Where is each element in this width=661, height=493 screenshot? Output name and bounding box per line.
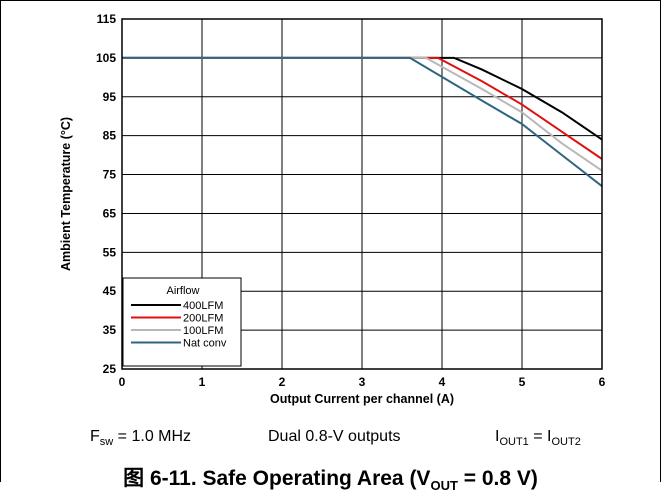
x-tick-label: 2	[279, 375, 286, 389]
y-tick-label: 105	[96, 51, 116, 65]
plot-border	[121, 18, 603, 370]
y-tick-label: 65	[103, 206, 117, 220]
x-tick-label: 3	[359, 375, 366, 389]
y-tick-label: 35	[103, 323, 117, 337]
y-tick-label: 85	[103, 129, 117, 143]
y-tick-label: 75	[103, 168, 117, 182]
y-tick-label: 55	[103, 245, 117, 259]
x-tick-label: 5	[519, 375, 526, 389]
legend-entry: Nat conv	[183, 338, 227, 350]
series-lines	[122, 56, 603, 188]
x-tick-label: 1	[199, 375, 206, 389]
series-line-nat-conv	[122, 56, 603, 188]
legend-entry: 100LFM	[183, 325, 223, 337]
legend-entry: 200LFM	[183, 313, 223, 325]
x-tick-label: 4	[439, 375, 446, 389]
legend-box	[122, 277, 242, 367]
y-tick-label: 115	[97, 12, 117, 26]
legend-title: Airflow	[166, 285, 199, 297]
figure-caption: 图 6-11. Safe Operating Area (VOUT = 0.8 …	[123, 467, 538, 493]
x-tick-label: 6	[599, 375, 606, 389]
y-tick-label: 95	[103, 90, 117, 104]
x-axis-label: Output Current per channel (A)	[270, 392, 454, 406]
y-tick-label: 45	[103, 284, 117, 298]
switching-frequency-note: Fsw = 1.0 MHz	[90, 428, 192, 448]
legend-entry: 400LFM	[183, 300, 223, 312]
y-axis-label: Ambient Temperature (°C)	[59, 117, 73, 271]
y-tick-label: 25	[103, 362, 117, 376]
outputs-note: Dual 0.8-V outputs	[268, 428, 401, 445]
current-equality-note: IOUT1 = IOUT2	[495, 428, 581, 448]
x-tick-label: 0	[119, 375, 126, 389]
